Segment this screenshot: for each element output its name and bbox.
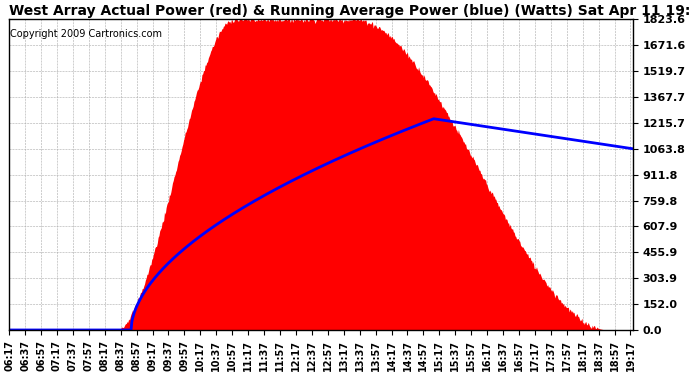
Text: West Array Actual Power (red) & Running Average Power (blue) (Watts) Sat Apr 11 : West Array Actual Power (red) & Running …: [9, 4, 690, 18]
Text: Copyright 2009 Cartronics.com: Copyright 2009 Cartronics.com: [10, 28, 162, 39]
